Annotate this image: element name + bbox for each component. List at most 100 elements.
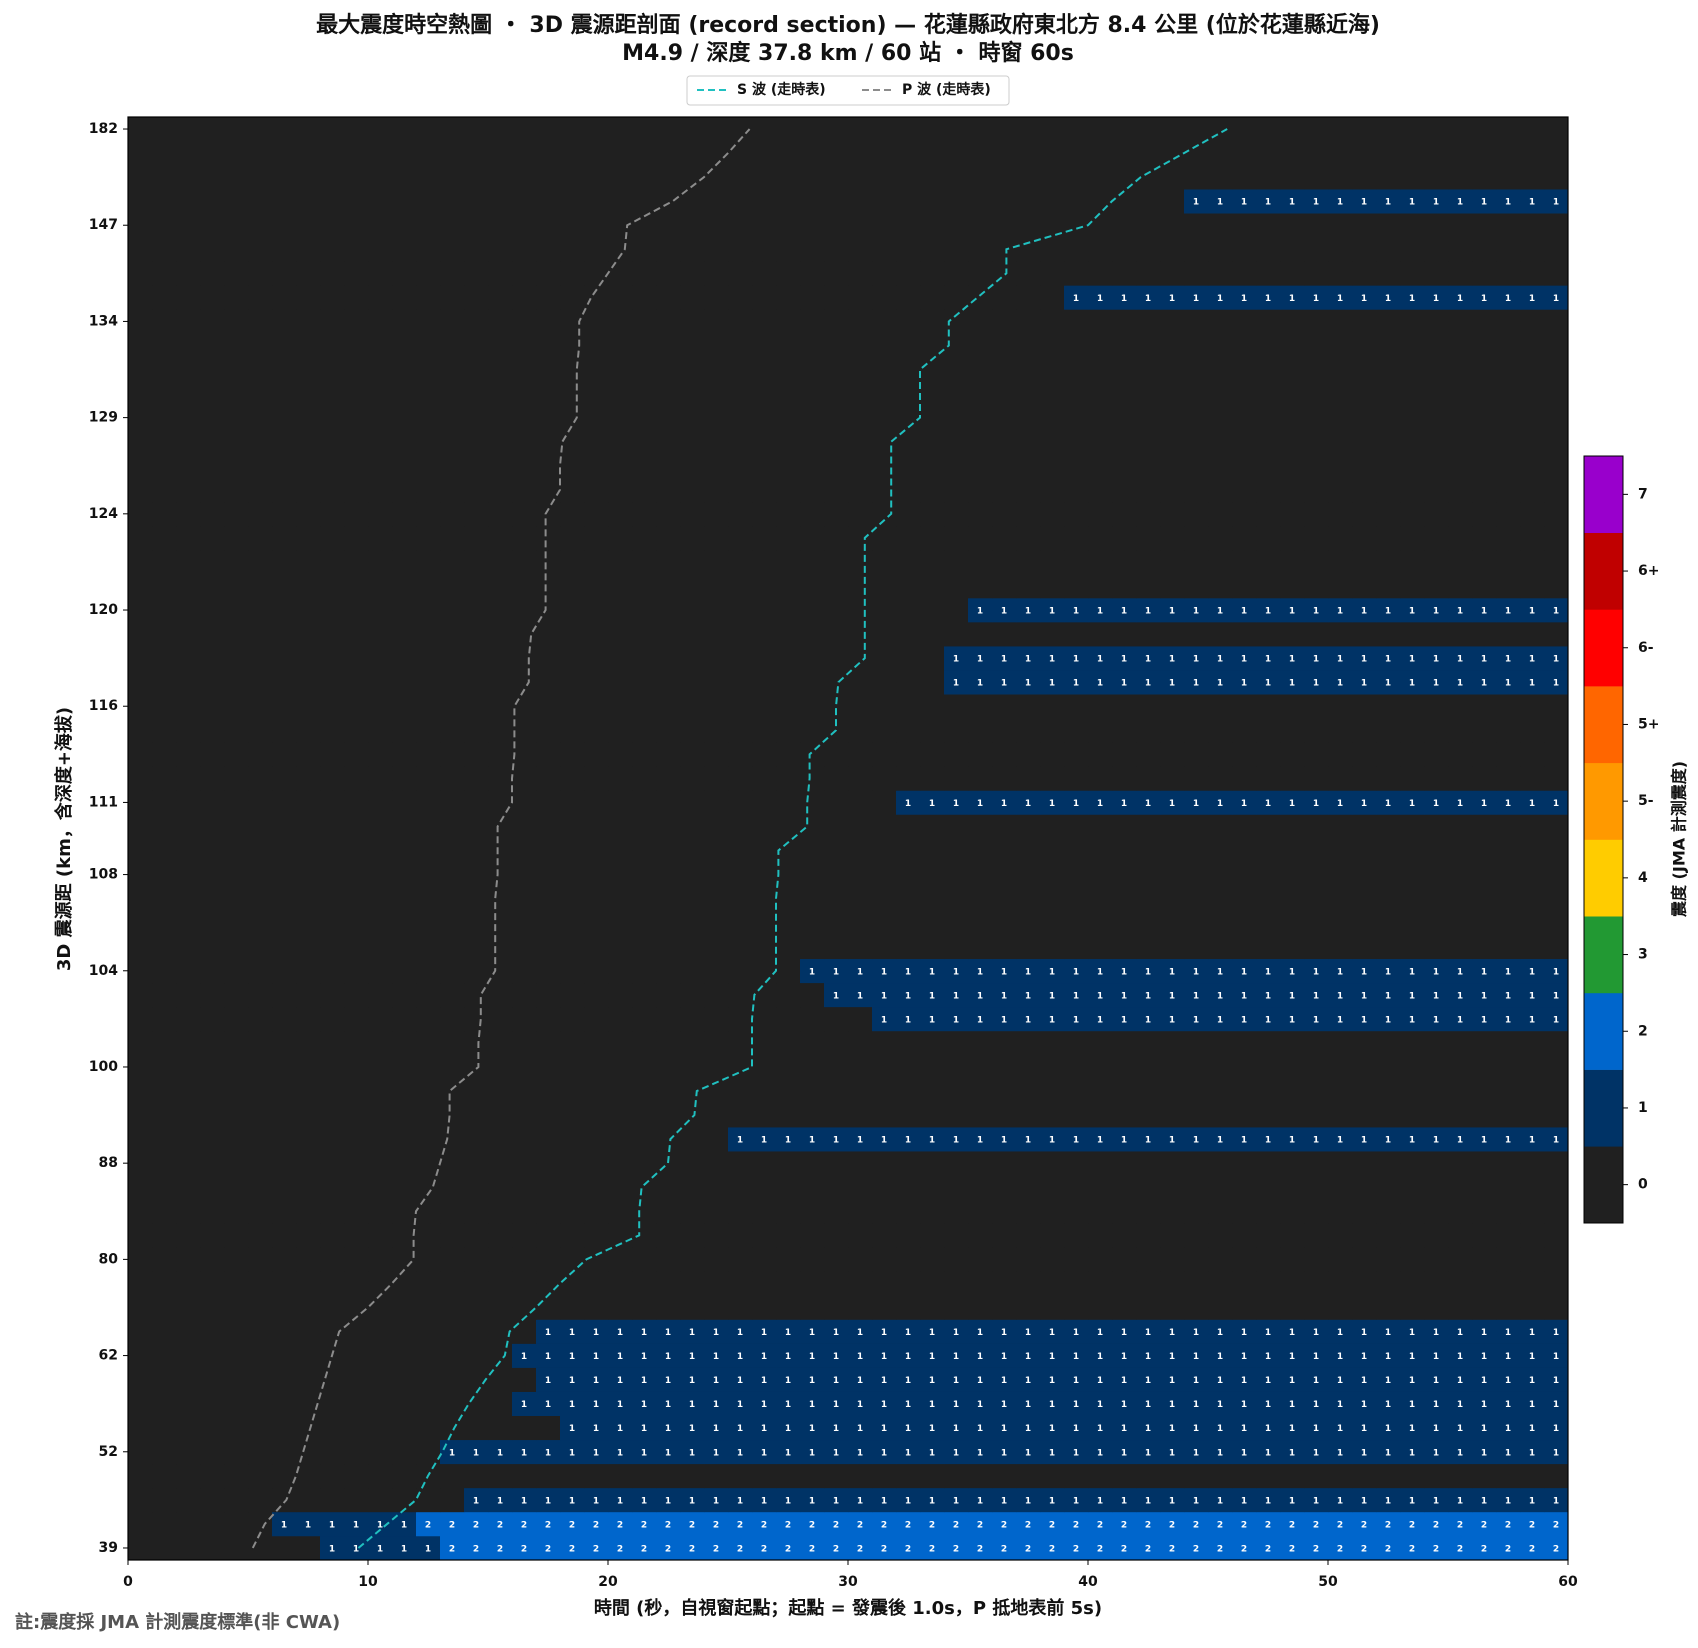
heat-cell [152, 1247, 177, 1272]
cell-label: 1 [1481, 1352, 1487, 1362]
heat-cell [704, 694, 729, 719]
heat-cell [584, 622, 609, 647]
heat-cell [728, 1343, 753, 1368]
heat-cell [1352, 429, 1377, 454]
heat-cell [488, 838, 513, 863]
heat-cell [1424, 622, 1449, 647]
heat-cell [224, 501, 249, 527]
heat-cell [560, 1030, 585, 1056]
heat-cell [608, 646, 633, 671]
heat-cell [1208, 1199, 1233, 1224]
heat-cell [944, 1223, 969, 1248]
heat-cell [920, 1223, 945, 1248]
heat-cell [368, 1127, 393, 1152]
heat-cell [752, 910, 777, 935]
heat-cell [1232, 285, 1257, 310]
heat-cell [824, 357, 849, 382]
heat-cell [272, 1199, 297, 1224]
heat-cell [872, 357, 897, 382]
heat-cell [1112, 477, 1137, 503]
heat-cell [512, 1487, 537, 1513]
heat-cell [416, 1079, 441, 1104]
heat-cell [1208, 1127, 1233, 1152]
heat-cell [416, 1175, 441, 1200]
heat-cell [1136, 886, 1161, 911]
heat-cell [896, 453, 921, 479]
heat-cell [152, 1054, 177, 1080]
heat-cell [128, 670, 153, 695]
heat-cell [1160, 1415, 1185, 1441]
heat-cell [992, 309, 1017, 334]
heat-cell [320, 1415, 345, 1441]
heat-cell [1328, 958, 1353, 984]
heat-cell [848, 333, 873, 358]
heat-cell [920, 309, 945, 334]
heat-cell [824, 1415, 849, 1441]
heat-cell [1016, 1151, 1041, 1176]
heat-cell [1232, 1391, 1257, 1416]
heat-cell [416, 1151, 441, 1176]
heat-cell [1280, 934, 1305, 960]
heat-cell [1208, 165, 1233, 190]
cell-label: 2 [1217, 1544, 1223, 1554]
heat-cell [944, 1319, 969, 1344]
heat-cell [248, 1247, 273, 1272]
heat-cell [1376, 814, 1401, 839]
cell-label: 2 [1097, 1520, 1103, 1530]
cell-label: 1 [1217, 1015, 1223, 1025]
heat-cell [416, 117, 441, 142]
heat-cell [752, 189, 777, 214]
heat-cell [944, 982, 969, 1008]
colorbar-segment [1584, 609, 1623, 687]
heat-cell [152, 1006, 177, 1032]
heat-cell [272, 1223, 297, 1248]
cell-label: 1 [1505, 799, 1511, 809]
heat-cell [1088, 1247, 1113, 1272]
heat-cell [1424, 1415, 1449, 1441]
heat-cell [1088, 1391, 1113, 1416]
heat-cell [1136, 309, 1161, 334]
heat-cell [1448, 1079, 1473, 1104]
heat-cell [152, 1127, 177, 1152]
heat-cell [1472, 1103, 1497, 1128]
heat-cell [1376, 405, 1401, 430]
heat-cell [1088, 333, 1113, 358]
heat-cell [776, 141, 801, 166]
heat-cell [992, 1079, 1017, 1104]
heat-cell [608, 357, 633, 382]
cell-label: 2 [1001, 1544, 1007, 1554]
heat-cell [200, 261, 225, 286]
heat-cell [1472, 694, 1497, 719]
heat-cell [848, 357, 873, 382]
heat-cell [440, 838, 465, 863]
heat-cell [464, 958, 489, 984]
cell-label: 2 [977, 1520, 983, 1530]
heat-cell [1328, 165, 1353, 190]
cell-label: 2 [1553, 1544, 1559, 1554]
heat-cell [1424, 1463, 1449, 1489]
heat-cell [1016, 766, 1041, 791]
heat-cell [1280, 1415, 1305, 1441]
cell-label: 1 [1001, 1448, 1007, 1458]
heat-cell [320, 670, 345, 695]
cell-label: 2 [713, 1544, 719, 1554]
heat-cell [1520, 814, 1545, 839]
heat-cell [152, 1415, 177, 1441]
heat-cell [680, 1367, 705, 1392]
cell-label: 1 [1265, 655, 1271, 665]
heat-cell [1064, 261, 1089, 286]
heat-cell [1376, 982, 1401, 1008]
heat-cell [632, 646, 657, 671]
heat-cell [1520, 237, 1545, 262]
heat-cell [800, 718, 825, 743]
heat-cell [1544, 1054, 1569, 1080]
heat-cell [1184, 1079, 1209, 1104]
heat-cell [1232, 1127, 1257, 1152]
heat-cell [776, 573, 801, 599]
heat-cell [536, 982, 561, 1008]
cell-label: 1 [833, 991, 839, 1001]
heat-cell [488, 285, 513, 310]
heat-cell [656, 141, 681, 166]
heat-cell [512, 237, 537, 262]
heat-cell [440, 1415, 465, 1441]
